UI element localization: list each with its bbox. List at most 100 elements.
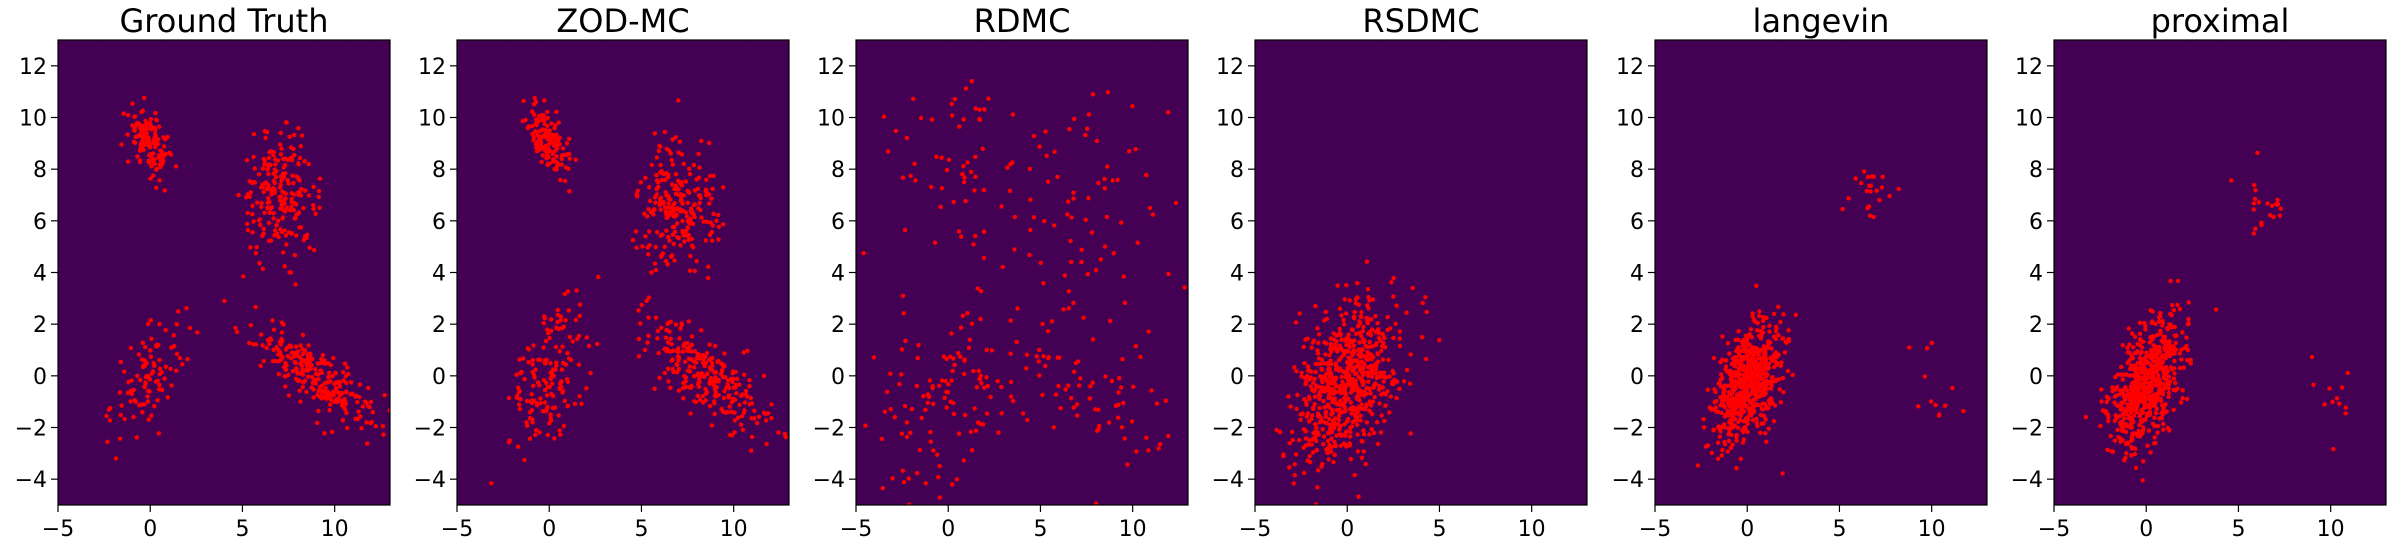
sample-point xyxy=(135,154,140,159)
sample-point xyxy=(2118,388,2123,393)
sample-point xyxy=(680,218,685,224)
sample-point xyxy=(980,422,986,427)
sample-point xyxy=(673,322,679,327)
sample-point xyxy=(1291,481,1296,486)
sample-point xyxy=(373,424,379,429)
y-tick-label: −2 xyxy=(813,417,845,442)
sample-point xyxy=(932,240,938,245)
sample-point xyxy=(1771,311,1777,317)
sample-point xyxy=(1750,417,1756,423)
sample-point xyxy=(2172,358,2177,364)
sample-point xyxy=(645,214,650,219)
sample-point xyxy=(1292,365,1297,370)
sample-point xyxy=(688,411,693,416)
sample-point xyxy=(2152,423,2157,429)
sample-point xyxy=(1718,395,1723,400)
sample-point xyxy=(2151,334,2157,339)
sample-point xyxy=(518,396,523,402)
sample-point xyxy=(1769,383,1774,388)
sample-point xyxy=(1305,373,1310,379)
sample-point xyxy=(1066,199,1071,204)
sample-point xyxy=(1337,343,1342,348)
sample-point xyxy=(1367,408,1372,414)
sample-point xyxy=(1312,422,1318,427)
sample-point xyxy=(2122,416,2127,421)
sample-point xyxy=(523,117,528,123)
sample-point xyxy=(1774,324,1779,329)
sample-point xyxy=(280,189,285,194)
sample-point xyxy=(680,385,686,391)
sample-point xyxy=(899,347,905,352)
sample-point xyxy=(921,394,926,399)
sample-point xyxy=(138,133,143,138)
sample-point xyxy=(977,116,982,122)
sample-point xyxy=(2145,375,2150,381)
sample-point xyxy=(556,140,561,145)
sample-point xyxy=(950,482,955,487)
sample-point xyxy=(1721,403,1727,409)
sample-point xyxy=(1104,214,1110,220)
sample-point xyxy=(670,357,675,362)
sample-point xyxy=(1358,354,1363,360)
sample-point xyxy=(1294,406,1299,412)
sample-point xyxy=(1370,399,1376,404)
sample-point xyxy=(700,393,706,399)
sample-point xyxy=(1041,354,1046,359)
sample-point xyxy=(549,317,554,322)
sample-point xyxy=(145,122,150,127)
sample-point xyxy=(716,212,721,218)
sample-point xyxy=(929,117,935,122)
sample-point xyxy=(253,251,259,256)
sample-point xyxy=(1391,294,1396,299)
sample-point xyxy=(251,180,256,185)
sample-point xyxy=(535,401,540,406)
sample-point xyxy=(1298,412,1303,417)
sample-point xyxy=(157,366,163,371)
sample-point xyxy=(304,232,310,237)
sample-point xyxy=(1103,374,1108,379)
sample-point xyxy=(538,396,543,401)
sample-point xyxy=(1354,364,1359,369)
sample-point xyxy=(2149,369,2154,375)
sample-point xyxy=(2172,351,2177,356)
sample-point xyxy=(731,385,736,390)
sample-point xyxy=(289,204,294,209)
sample-point xyxy=(1331,391,1336,396)
sample-point xyxy=(1312,376,1318,381)
sample-point xyxy=(2126,416,2132,421)
sample-point xyxy=(899,372,904,377)
y-tick-label: 8 xyxy=(33,158,47,183)
sample-point xyxy=(366,385,371,391)
sample-point xyxy=(1751,317,1757,323)
sample-point xyxy=(2175,302,2180,308)
sample-point xyxy=(1299,374,1304,379)
sample-point xyxy=(1316,468,1321,473)
sample-point xyxy=(716,224,722,229)
sample-point xyxy=(119,142,124,147)
sample-point xyxy=(1306,442,1311,447)
sample-point xyxy=(1359,455,1365,460)
sample-point xyxy=(354,393,359,399)
sample-point xyxy=(2149,386,2154,391)
sample-point xyxy=(337,384,343,389)
sample-point xyxy=(923,481,928,486)
sample-point xyxy=(2148,450,2153,455)
sample-point xyxy=(1008,379,1014,385)
sample-point xyxy=(547,421,552,426)
sample-point xyxy=(506,395,512,401)
sample-point xyxy=(1121,274,1126,279)
sample-point xyxy=(659,177,664,183)
sample-point xyxy=(1355,432,1360,437)
sample-point xyxy=(271,216,276,221)
sample-point xyxy=(293,282,298,287)
sample-point xyxy=(2132,406,2137,412)
sample-point xyxy=(2172,333,2178,338)
sample-point xyxy=(980,146,985,151)
sample-point xyxy=(984,375,989,380)
sample-point xyxy=(132,140,138,145)
sample-point xyxy=(367,404,372,410)
sample-point xyxy=(261,226,266,232)
sample-point xyxy=(2175,278,2181,284)
sample-point xyxy=(545,432,550,438)
y-tick-label: 10 xyxy=(19,107,47,132)
